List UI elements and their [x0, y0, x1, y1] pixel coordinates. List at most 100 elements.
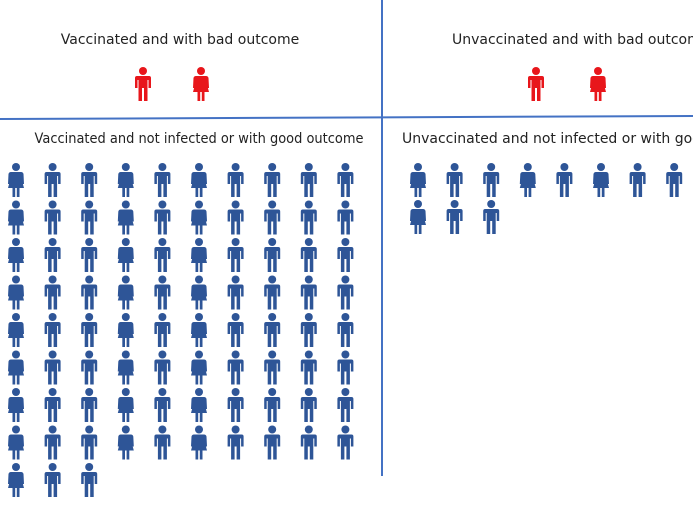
person-icon — [300, 275, 317, 310]
person-icon — [81, 313, 98, 347]
person-icon — [8, 388, 24, 422]
person-icon — [44, 200, 61, 235]
person-icon — [44, 388, 61, 422]
person-icon — [135, 67, 151, 101]
person-icon — [629, 163, 646, 197]
person-icon — [81, 200, 98, 235]
person-icon — [154, 388, 171, 422]
person-icon — [8, 238, 24, 272]
person-icon — [528, 67, 544, 101]
person-icon — [227, 163, 244, 197]
person-icon — [81, 425, 98, 460]
person-icon — [227, 425, 244, 460]
person-icon — [593, 163, 609, 197]
panel-title: Vaccinated and not infected or with good… — [35, 131, 364, 147]
person-icon — [154, 425, 171, 460]
person-icon — [117, 200, 134, 235]
person-icon — [154, 350, 171, 385]
person-icon — [8, 313, 24, 347]
panel-title: Unvaccinated and with bad outcome — [452, 32, 693, 48]
person-icon — [300, 350, 317, 385]
person-icon — [227, 200, 244, 235]
person-icon — [300, 238, 317, 272]
person-icon — [264, 163, 281, 197]
person-icon — [117, 388, 134, 422]
person-icon — [337, 163, 354, 197]
person-icon — [154, 238, 171, 272]
person-icon — [81, 163, 98, 197]
person-icon — [117, 163, 134, 197]
person-icon — [519, 163, 536, 197]
person-icon — [44, 163, 61, 197]
person-icon — [44, 350, 61, 385]
person-icon — [81, 388, 98, 422]
person-icon — [300, 313, 317, 347]
person-icon — [8, 463, 24, 497]
person-icon — [264, 200, 281, 235]
panel-title: Vaccinated and with bad outcome — [61, 32, 299, 48]
person-icon — [191, 313, 207, 347]
person-icon — [483, 163, 500, 197]
person-icon — [8, 163, 24, 197]
person-icon — [337, 425, 354, 460]
person-icon — [227, 313, 244, 347]
person-icon — [590, 67, 606, 101]
person-icon — [81, 238, 98, 272]
person-icon — [337, 200, 354, 235]
panel-title: Unvaccinated and not infected or with go… — [402, 131, 693, 147]
person-icon — [300, 388, 317, 422]
person-icon — [227, 275, 244, 310]
person-icon — [264, 313, 281, 347]
person-icon — [154, 163, 171, 197]
person-icon — [44, 313, 61, 347]
person-icon — [337, 350, 354, 385]
person-icon — [556, 163, 573, 197]
person-icon — [154, 313, 171, 347]
person-icon — [410, 163, 426, 197]
person-icon — [191, 388, 207, 422]
person-icon — [483, 200, 500, 234]
person-icon — [191, 200, 207, 235]
person-icon — [337, 313, 354, 347]
person-icon — [337, 238, 354, 272]
person-icon — [81, 463, 98, 497]
person-icon — [227, 238, 244, 272]
person-icon — [117, 425, 134, 460]
person-icon — [337, 388, 354, 422]
person-icon — [117, 313, 134, 347]
person-icon — [117, 350, 134, 385]
divider — [0, 115, 693, 120]
person-icon — [81, 275, 98, 310]
person-icon — [154, 275, 171, 310]
person-icon — [117, 238, 134, 272]
person-icon — [8, 200, 24, 235]
person-icon — [264, 425, 281, 460]
person-icon — [227, 388, 244, 422]
person-icon — [264, 238, 281, 272]
person-icon — [410, 200, 426, 234]
person-icon — [300, 425, 317, 460]
person-icon — [191, 275, 207, 310]
person-icon — [666, 163, 683, 197]
person-icon — [44, 275, 61, 310]
person-icon — [191, 425, 207, 460]
person-icon — [81, 350, 98, 385]
person-icon — [191, 163, 207, 197]
person-icon — [264, 350, 281, 385]
person-icon — [191, 238, 207, 272]
person-icon — [44, 425, 61, 460]
person-icon — [227, 350, 244, 385]
person-icon — [8, 425, 24, 460]
person-icon — [337, 275, 354, 310]
person-icon — [154, 200, 171, 235]
person-icon — [264, 275, 281, 310]
person-icon — [44, 238, 61, 272]
person-icon — [300, 163, 317, 197]
person-icon — [44, 463, 61, 497]
person-icon — [446, 163, 463, 197]
person-icon — [300, 200, 317, 235]
person-icon — [8, 350, 24, 385]
person-icon — [191, 350, 207, 385]
person-icon — [117, 275, 134, 310]
